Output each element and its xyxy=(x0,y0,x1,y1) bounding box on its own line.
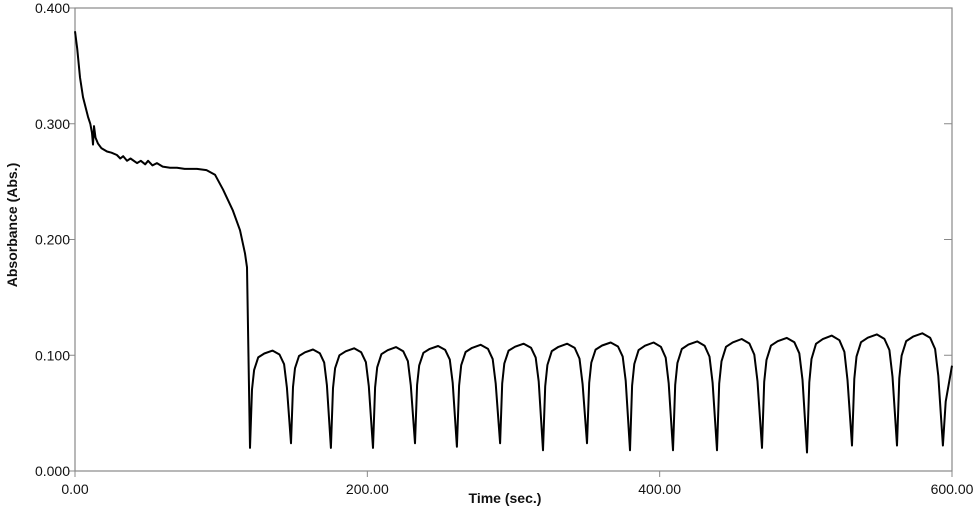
x-tick-label: 600.00 xyxy=(931,481,974,497)
plot-frame xyxy=(74,7,953,472)
series-line-absorbance xyxy=(74,31,953,454)
x-tick-label: 400.00 xyxy=(638,481,681,497)
y-tick-label: 0.000 xyxy=(35,463,70,479)
x-tick-label: 0.00 xyxy=(61,481,88,497)
y-axis: 0.000 0.100 0.200 0.300 0.400 xyxy=(35,0,952,479)
y-tick-label: 0.100 xyxy=(35,347,70,363)
y-tick-label: 0.200 xyxy=(35,232,70,248)
y-tick-label: 0.400 xyxy=(35,0,70,16)
y-tick-label: 0.300 xyxy=(35,116,70,132)
x-axis: 0.00 200.00 400.00 600.00 xyxy=(61,471,974,497)
x-tick-label: 200.00 xyxy=(346,481,389,497)
y-axis-title: Absorbance (Abs.) xyxy=(4,163,20,287)
x-axis-title: Time (sec.) xyxy=(469,490,542,506)
